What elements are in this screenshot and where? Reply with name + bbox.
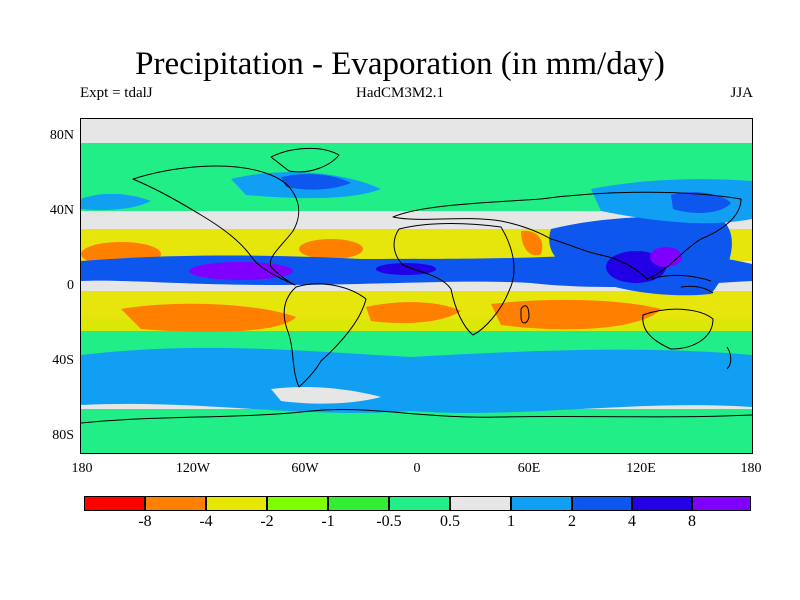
coast-eurasia xyxy=(392,191,742,280)
colorbar-label: -8 xyxy=(138,513,152,530)
colorbar-swatch xyxy=(450,496,511,511)
coast-australia xyxy=(642,308,714,350)
colorbar-label: 4 xyxy=(628,513,636,530)
field-orange-satlantic xyxy=(366,302,461,324)
lon-label-120e: 120E xyxy=(626,461,656,476)
map-canvas xyxy=(81,119,752,453)
lon-label-0: 0 xyxy=(413,461,421,476)
coast-north-america xyxy=(132,165,300,286)
colorbar-label: 8 xyxy=(688,513,696,530)
experiment-label: Expt = tdalJ xyxy=(80,85,153,101)
colorbar-label: 1 xyxy=(507,513,515,530)
coast-greenland xyxy=(270,147,340,173)
field-purple-south-china-sea xyxy=(650,247,682,267)
field-purple-epacific xyxy=(189,262,293,280)
field-orange-spacific xyxy=(121,303,296,332)
colorbar-swatch xyxy=(84,496,145,511)
colorbar-label: -1 xyxy=(321,513,335,530)
lon-label-120w: 120W xyxy=(175,461,211,476)
lat-label-80s: 80S xyxy=(52,428,74,443)
colorbar-swatch xyxy=(267,496,328,511)
colorbar-label: 0.5 xyxy=(440,513,460,530)
coast-maritime-continent xyxy=(650,274,714,294)
lon-label-60w: 60W xyxy=(291,461,319,476)
colorbar-label: -4 xyxy=(199,513,213,530)
colorbar-swatch xyxy=(511,496,572,511)
field-southern-ocean xyxy=(81,347,752,413)
colorbar-swatch xyxy=(692,496,751,511)
coast-south-america xyxy=(283,283,367,388)
field-orange-natlantic xyxy=(299,239,363,259)
lat-label-80n: 80N xyxy=(49,128,74,143)
field-natlantic-darkblue xyxy=(281,174,351,190)
lat-label-40n: 40N xyxy=(49,203,74,218)
field-npacific-darkblue xyxy=(671,192,731,213)
colorbar-swatch xyxy=(206,496,267,511)
lat-label-40s: 40S xyxy=(52,353,74,368)
colorbar-swatch xyxy=(632,496,692,511)
field-antarctic-green xyxy=(81,409,752,453)
coast-africa xyxy=(393,223,515,336)
lat-label-0: 0 xyxy=(67,278,74,293)
colorbar-label: -0.5 xyxy=(376,513,402,530)
colorbar-label: 2 xyxy=(568,513,576,530)
world-precip-evap-map xyxy=(80,118,753,454)
colorbar-swatch xyxy=(145,496,206,511)
field-arctic xyxy=(81,119,752,143)
map-title: Precipitation - Evaporation (in mm/day) xyxy=(135,46,665,82)
colorbar-swatch xyxy=(328,496,389,511)
colorbar-swatch xyxy=(389,496,450,511)
field-npacific-storm xyxy=(591,179,752,224)
colorbar-label: -2 xyxy=(260,513,274,530)
field-southern-gray xyxy=(271,386,381,404)
colorbar-swatch xyxy=(572,496,632,511)
field-npacific-east xyxy=(81,193,151,211)
field-orange-sindian xyxy=(491,299,661,330)
coast-new-zealand xyxy=(726,346,732,370)
model-label: HadCM3M2.1 xyxy=(356,85,444,101)
coast-madagascar xyxy=(520,305,530,324)
field-orange-arabia xyxy=(521,230,543,256)
coast-antarctica xyxy=(81,409,752,424)
lon-label-180e: 180 xyxy=(740,461,762,476)
lon-label-180w: 180 xyxy=(71,461,93,476)
coastlines xyxy=(81,147,752,424)
lon-label-60e: 60E xyxy=(517,461,541,476)
season-label: JJA xyxy=(730,85,753,101)
